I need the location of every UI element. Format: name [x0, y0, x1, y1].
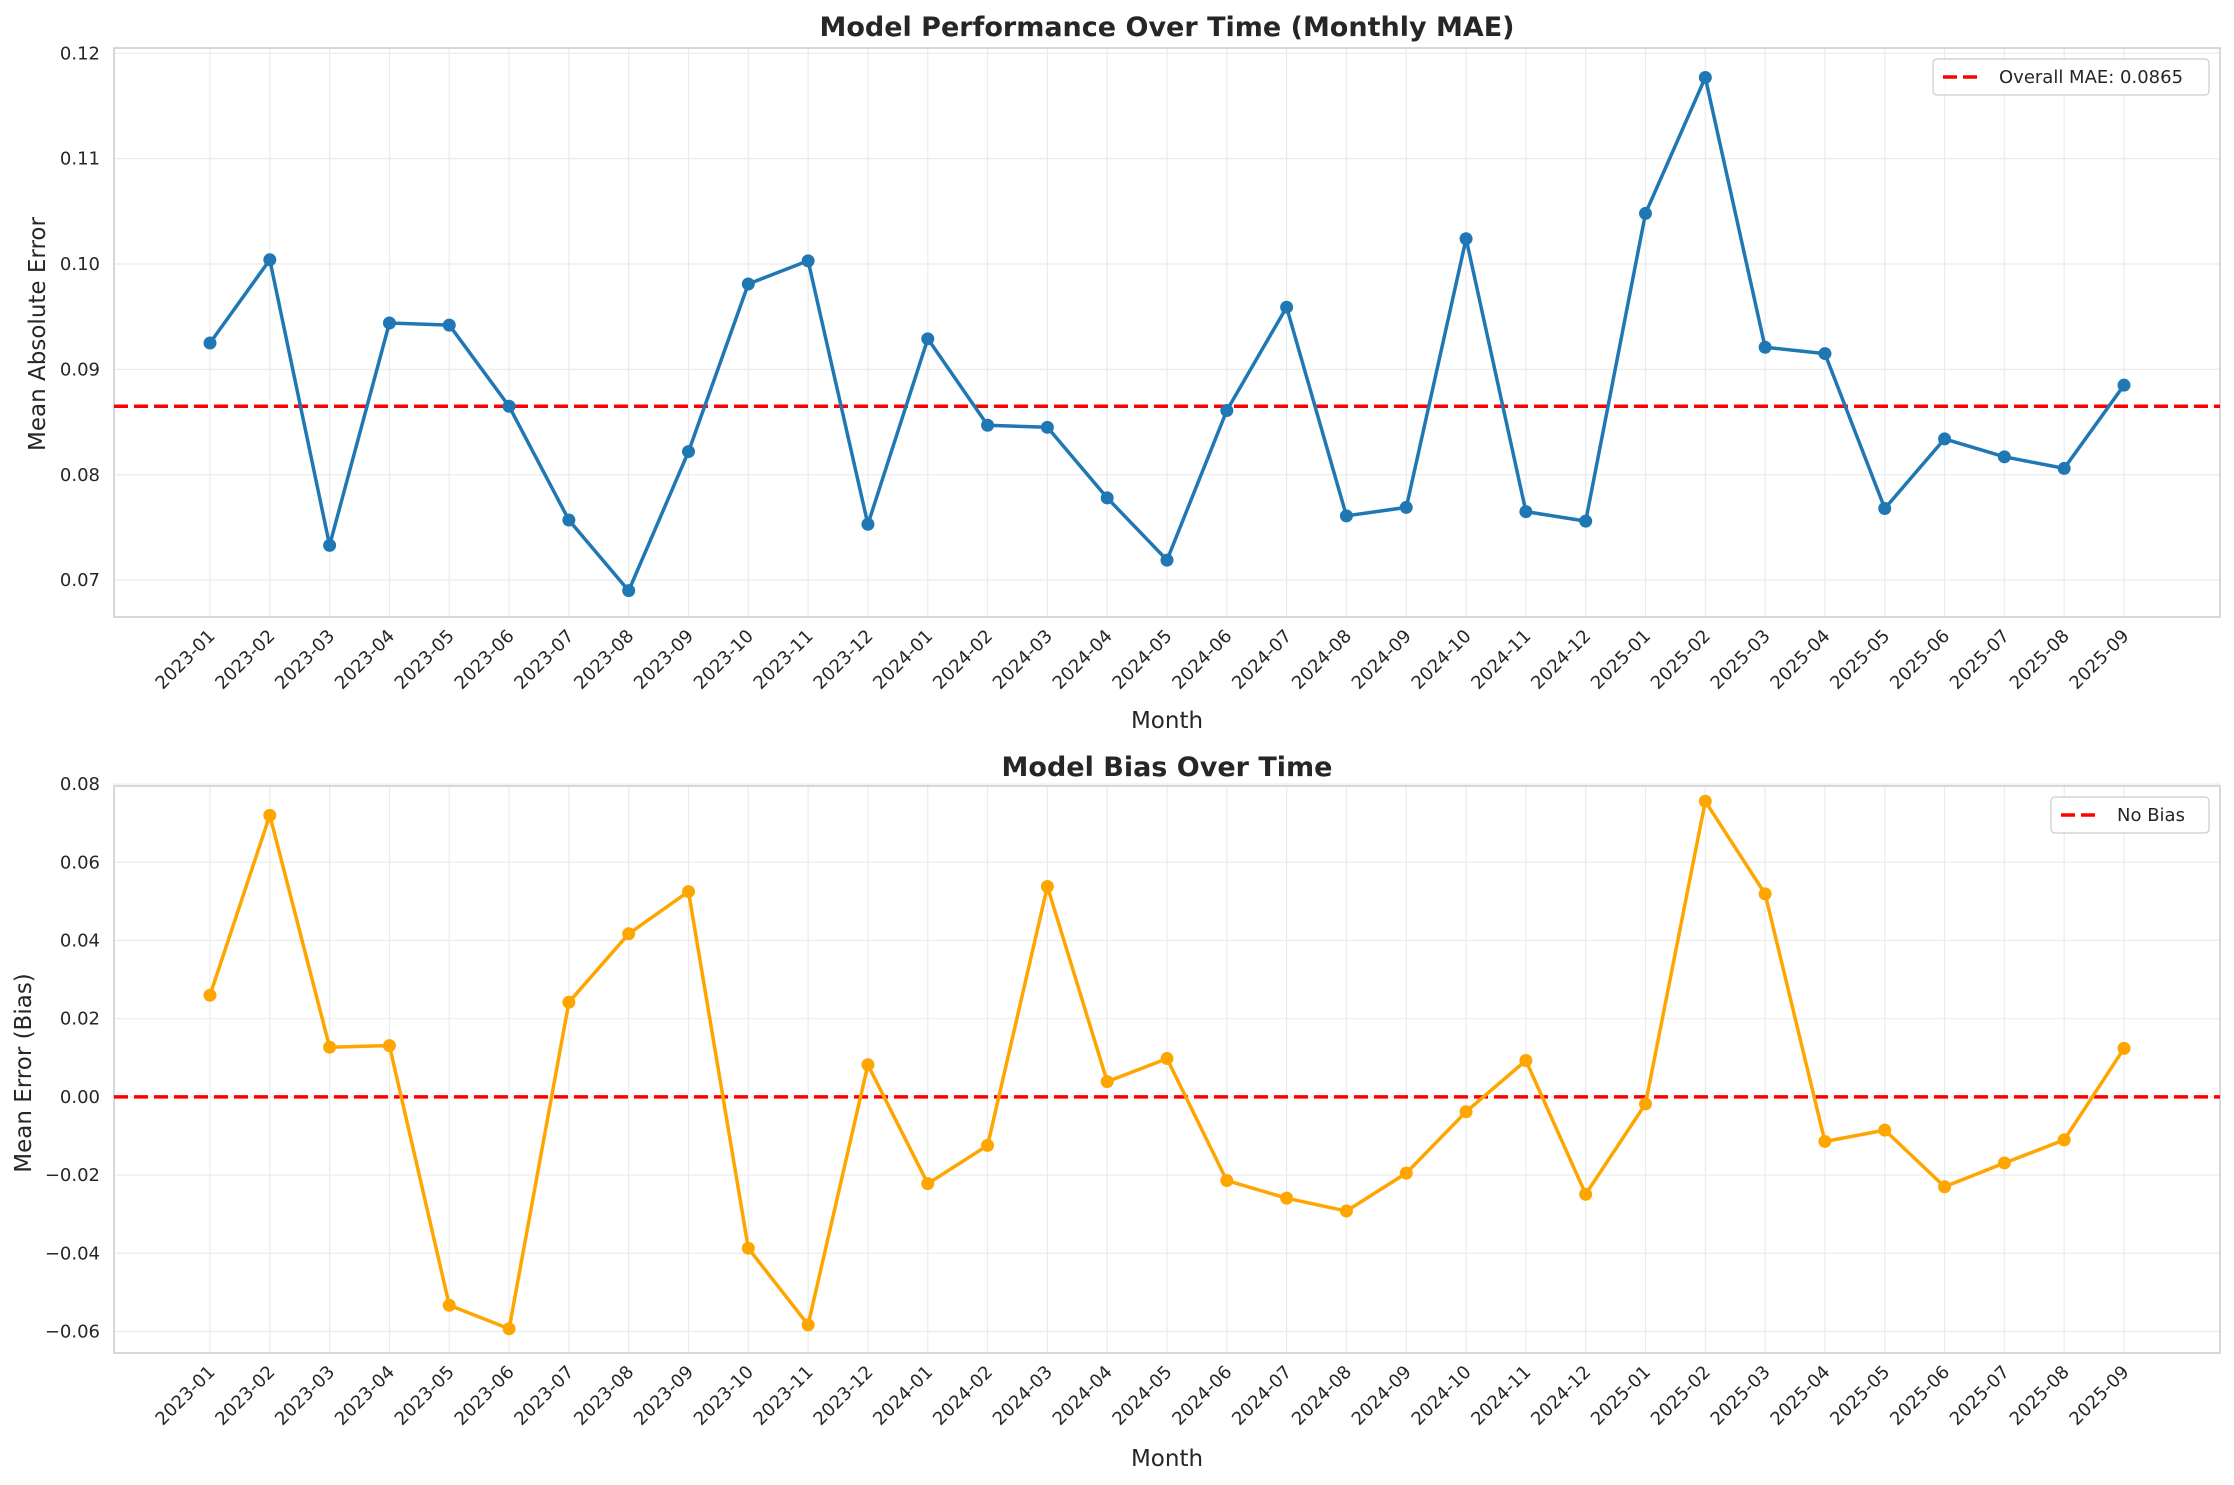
bias-data-point: [1579, 1187, 1593, 1201]
mae-data-point: [1698, 71, 1712, 85]
bias-data-point: [203, 988, 217, 1002]
mae-data-point: [1758, 340, 1772, 354]
bias-legend-label: No Bias: [2117, 805, 2185, 826]
mae-data-point: [323, 538, 337, 552]
bias-data-point: [1160, 1052, 1174, 1066]
bias-data-point: [981, 1138, 995, 1152]
bias-y-tick-label: 0.06: [60, 852, 100, 873]
mae-y-tick-label: 0.11: [60, 149, 100, 170]
bias-legend: [2050, 796, 2210, 834]
bias-data-point: [1339, 1204, 1353, 1218]
bias-y-tick-label: −0.04: [45, 1243, 100, 1264]
bias-data-point: [1040, 879, 1054, 893]
bias-data-point: [921, 1177, 935, 1191]
mae-data-point: [1100, 491, 1114, 505]
bias-data-point: [323, 1040, 337, 1054]
mae-data-point: [682, 445, 695, 459]
mae-data-point: [1997, 450, 2011, 464]
mae-x-axis-title: Month: [1131, 708, 1203, 734]
bias-data-point: [502, 1322, 516, 1336]
bias-y-tick-label: 0.04: [60, 930, 100, 951]
mae-data-point: [921, 332, 935, 346]
bias-data-point: [1997, 1156, 2011, 1170]
mae-data-point: [2057, 461, 2071, 475]
mae-data-point: [1220, 403, 1234, 417]
mae-data-point: [1399, 500, 1413, 514]
mae-data-point: [1878, 501, 1892, 515]
bias-y-tick-label: 0.08: [60, 774, 100, 795]
mae-y-tick-label: 0.09: [60, 359, 100, 380]
bias-chart-title: Model Bias Over Time: [1002, 752, 1333, 783]
mae-data-point: [1818, 347, 1832, 361]
mae-plot-frame: [113, 47, 2221, 618]
bias-data-point: [1220, 1174, 1234, 1188]
mae-data-point: [442, 318, 456, 332]
mae-data-point: [2117, 378, 2131, 392]
bias-data-point: [1938, 1180, 1952, 1194]
mae-data-point: [1579, 514, 1593, 528]
mae-data-point: [1339, 509, 1353, 523]
bias-data-point: [1280, 1191, 1294, 1205]
bias-y-tick-label: −0.02: [45, 1165, 100, 1186]
mae-legend-label: Overall MAE: 0.0865: [1999, 67, 2183, 88]
mae-data-point: [1938, 432, 1952, 446]
bias-data-point: [1818, 1134, 1832, 1148]
bias-data-point: [1698, 794, 1712, 808]
mae-y-tick-label: 0.10: [60, 254, 100, 275]
mae-data-point: [981, 418, 995, 432]
mae-y-tick-label: 0.08: [60, 465, 100, 486]
mae-data-point: [382, 316, 396, 330]
bias-data-point: [1100, 1075, 1114, 1089]
bias-x-axis-title: Month: [1131, 1446, 1203, 1472]
mae-data-point: [263, 253, 277, 267]
bias-data-point: [622, 927, 636, 941]
bias-data-point: [562, 995, 576, 1009]
mae-data-point: [1280, 300, 1294, 314]
bias-data-point: [1519, 1054, 1533, 1068]
mae-data-point: [502, 399, 516, 413]
bias-data-point: [1639, 1097, 1652, 1111]
mae-data-point: [1160, 553, 1174, 567]
bias-data-point: [1399, 1166, 1413, 1180]
bias-plot-frame: [113, 785, 2221, 1354]
mae-y-tick-label: 0.12: [60, 43, 100, 64]
mae-y-tick-label: 0.07: [60, 570, 100, 591]
bias-y-tick-label: 0.00: [60, 1087, 100, 1108]
bias-data-point: [382, 1039, 396, 1053]
mae-data-point: [562, 513, 576, 527]
mae-data-point: [622, 584, 636, 598]
mae-data-point: [203, 336, 217, 350]
bias-data-point: [263, 808, 277, 822]
mae-data-point: [861, 517, 875, 531]
bias-data-point: [801, 1318, 815, 1332]
bias-data-point: [1878, 1123, 1892, 1137]
mae-data-point: [1519, 505, 1533, 519]
mae-data-point: [1639, 206, 1652, 220]
bias-data-point: [1459, 1105, 1473, 1119]
bias-y-tick-label: −0.06: [45, 1321, 100, 1342]
bias-data-point: [1758, 887, 1772, 901]
bias-data-point: [2117, 1041, 2131, 1055]
mae-data-point: [1459, 232, 1473, 246]
bias-data-point: [442, 1298, 456, 1312]
bias-data-point: [861, 1058, 875, 1072]
mae-data-point: [1040, 420, 1054, 434]
mae-data-point: [801, 254, 815, 268]
bias-data-point: [682, 885, 695, 899]
bias-data-point: [741, 1241, 755, 1255]
mae-data-point: [741, 277, 755, 291]
bias-y-axis-title: Mean Error (Bias): [11, 973, 37, 1173]
bias-y-tick-label: 0.02: [60, 1009, 100, 1030]
mae-legend: [1932, 58, 2210, 96]
mae-chart-title: Model Performance Over Time (Monthly MAE…: [819, 12, 1514, 43]
bias-data-point: [2057, 1133, 2071, 1147]
mae-y-axis-title: Mean Absolute Error: [25, 217, 51, 451]
